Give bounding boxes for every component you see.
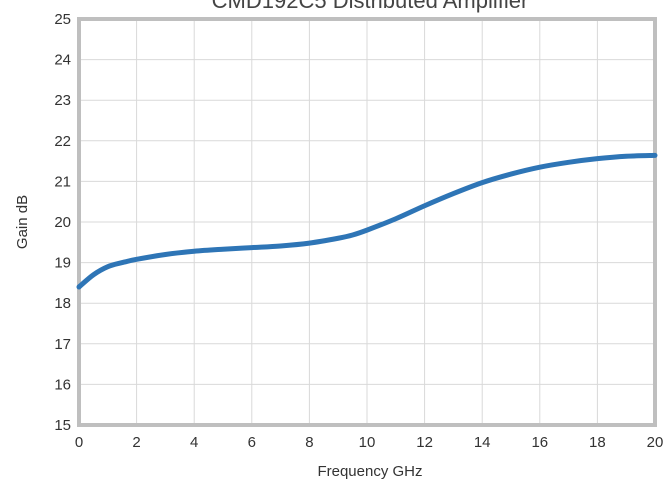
x-tick-label: 12 <box>416 434 433 451</box>
y-tick-label: 20 <box>54 214 71 231</box>
y-tick-label: 18 <box>54 295 71 312</box>
y-tick-label: 21 <box>54 173 71 190</box>
x-tick-label: 2 <box>132 434 140 451</box>
plot-frame <box>77 17 657 427</box>
x-tick-label: 6 <box>248 434 256 451</box>
x-tick-label: 10 <box>359 434 376 451</box>
x-tick-label: 18 <box>589 434 606 451</box>
x-tick-label: 16 <box>531 434 548 451</box>
y-tick-label: 15 <box>54 417 71 434</box>
x-tick-label: 4 <box>190 434 198 451</box>
y-tick-label: 19 <box>54 255 71 272</box>
x-tick-label: 14 <box>474 434 491 451</box>
y-tick-label: 22 <box>54 133 71 150</box>
chart-title: CMD192C5 Distributed Amplifier <box>212 0 529 13</box>
y-axis: 15 16 17 18 19 20 21 22 23 24 25 <box>54 11 71 434</box>
y-tick-label: 25 <box>54 11 71 28</box>
x-axis-label: Frequency GHz <box>317 463 422 480</box>
x-tick-label: 8 <box>305 434 313 451</box>
x-tick-label: 20 <box>647 434 664 451</box>
grid <box>79 19 655 425</box>
y-axis-label: Gain dB <box>14 195 31 249</box>
series-line-gain <box>76 152 658 290</box>
y-tick-label: 23 <box>54 92 71 109</box>
x-axis: 0 2 4 6 8 10 12 14 16 18 20 <box>75 434 664 451</box>
y-tick-label: 17 <box>54 336 71 353</box>
y-tick-label: 16 <box>54 376 71 393</box>
y-tick-label: 24 <box>54 52 71 69</box>
x-tick-label: 0 <box>75 434 83 451</box>
